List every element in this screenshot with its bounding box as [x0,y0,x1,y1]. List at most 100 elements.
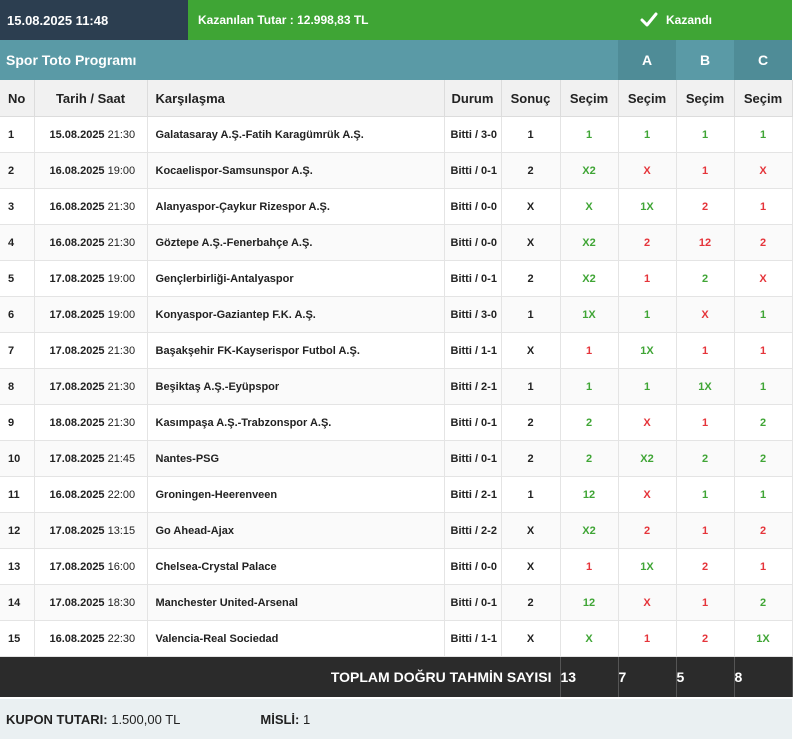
row-date: 17.08.2025 [49,524,105,537]
row-no: 12 [0,512,35,549]
row-pick-c: 12 [676,224,735,261]
row-no: 15 [0,620,35,657]
table-row: 12 17.08.2025 13:15 Go Ahead-Ajax Bitti / 2… [0,512,793,549]
table-row: 14 17.08.2025 18:30 Manchester United-Arse… [0,584,793,621]
row-pick-c: 2 [676,548,735,585]
header-secim-d: Seçim [734,80,793,117]
row-pick-c: 1 [676,116,735,153]
won-amount: Kazanılan Tutar : 12.998,83 TL [198,13,369,27]
row-durum: Bitti / 0-1 [444,260,502,297]
row-date: 16.08.2025 [49,236,105,249]
row-pick-a: X2 [560,152,619,189]
row-pick-b: 1X [618,332,677,369]
row-datetime: 16.08.2025 21:30 [34,224,148,261]
row-match: Beşiktaş A.Ş.-Eyüpspor [147,368,445,405]
row-time: 21:30 [107,236,136,249]
row-match: Gençlerbirliği-Antalyaspor [147,260,445,297]
row-pick-d: 2 [734,512,793,549]
row-match: Nantes-PSG [147,440,445,477]
row-time: 21:30 [107,344,136,357]
row-sonuc: 2 [501,404,561,441]
row-durum: Bitti / 0-0 [444,188,502,225]
row-datetime: 16.08.2025 21:30 [34,188,148,225]
column-a-label: A [618,40,677,80]
table-row: 2 16.08.2025 19:00 Kocaelispor-Samsunspor … [0,152,793,189]
row-datetime: 17.08.2025 16:00 [34,548,148,585]
row-match: Konyaspor-Gaziantep F.K. A.Ş. [147,296,445,333]
program-title: Spor Toto Programı [0,40,619,80]
table-row: 11 16.08.2025 22:00 Groningen-Heerenveen Bi… [0,476,793,513]
row-durum: Bitti / 0-1 [444,152,502,189]
row-datetime: 17.08.2025 13:15 [34,512,148,549]
row-pick-d: 1 [734,548,793,585]
row-pick-a: X [560,620,619,657]
row-date: 16.08.2025 [49,488,105,501]
header-sonuc: Sonuç [501,80,561,117]
row-pick-b: 1 [618,260,677,297]
row-datetime: 17.08.2025 19:00 [34,296,148,333]
row-sonuc: X [501,332,561,369]
column-b-label: B [676,40,735,80]
row-time: 22:30 [107,632,136,645]
row-pick-a: 1 [560,368,619,405]
row-sonuc: 2 [501,584,561,621]
row-time: 21:30 [107,416,136,429]
row-sonuc: X [501,548,561,585]
row-no: 13 [0,548,35,585]
table-row: 8 17.08.2025 21:30 Beşiktaş A.Ş.-Eyüpspor B… [0,368,793,405]
row-pick-d: 1X [734,620,793,657]
row-match: Başakşehir FK-Kayserispor Futbol A.Ş. [147,332,445,369]
row-date: 17.08.2025 [49,452,105,465]
row-date: 17.08.2025 [49,272,105,285]
total-d: 8 [734,656,793,697]
row-durum: Bitti / 0-0 [444,224,502,261]
total-c: 5 [676,656,735,697]
row-match: Groningen-Heerenveen [147,476,445,513]
row-sonuc: 1 [501,368,561,405]
row-datetime: 16.08.2025 19:00 [34,152,148,189]
row-datetime: 17.08.2025 18:30 [34,584,148,621]
table-row: 15 16.08.2025 22:30 Valencia-Real Sociedad… [0,620,793,657]
row-date: 17.08.2025 [49,560,105,573]
row-sonuc: X [501,620,561,657]
row-pick-a: 1X [560,296,619,333]
table-row: 6 17.08.2025 19:00 Konyaspor-Gaziantep F.K… [0,296,793,333]
row-durum: Bitti / 3-0 [444,116,502,153]
row-sonuc: 2 [501,440,561,477]
row-pick-b: X2 [618,440,677,477]
row-date: 17.08.2025 [49,596,105,609]
row-pick-a: 1 [560,332,619,369]
row-pick-c: 1 [676,404,735,441]
row-pick-c: 1 [676,152,735,189]
row-durum: Bitti / 2-1 [444,368,502,405]
table-row: 3 16.08.2025 21:30 Alanyaspor-Çaykur Rizes… [0,188,793,225]
coupon-date: 15.08.2025 11:48 [0,0,188,40]
row-datetime: 18.08.2025 21:30 [34,404,148,441]
row-datetime: 16.08.2025 22:30 [34,620,148,657]
row-pick-b: X [618,404,677,441]
row-pick-d: X [734,260,793,297]
row-pick-d: 1 [734,116,793,153]
row-pick-a: X2 [560,260,619,297]
header-date: Tarih / Saat [34,80,148,117]
row-pick-b: 2 [618,224,677,261]
row-pick-d: 1 [734,332,793,369]
header-match: Karşılaşma [147,80,445,117]
total-b: 7 [618,656,677,697]
kupon-label: KUPON TUTARI: [6,711,108,727]
row-pick-c: 1 [676,512,735,549]
row-pick-d: 2 [734,224,793,261]
result-topbar: 15.08.2025 11:48 Kazanılan Tutar : 12.99… [0,0,792,40]
row-pick-a: 2 [560,440,619,477]
row-pick-c: 1X [676,368,735,405]
row-sonuc: X [501,512,561,549]
misli-value: 1 [303,711,311,727]
program-table: Spor Toto Programı A B C D No Tarih / Sa… [0,40,795,697]
row-datetime: 17.08.2025 21:45 [34,440,148,477]
table-row: 7 17.08.2025 21:30 Başakşehir FK-Kayserisp… [0,332,793,369]
row-pick-b: 1X [618,548,677,585]
row-match: Go Ahead-Ajax [147,512,445,549]
row-time: 21:30 [107,380,136,393]
row-no: 10 [0,440,35,477]
row-time: 21:30 [107,128,136,141]
